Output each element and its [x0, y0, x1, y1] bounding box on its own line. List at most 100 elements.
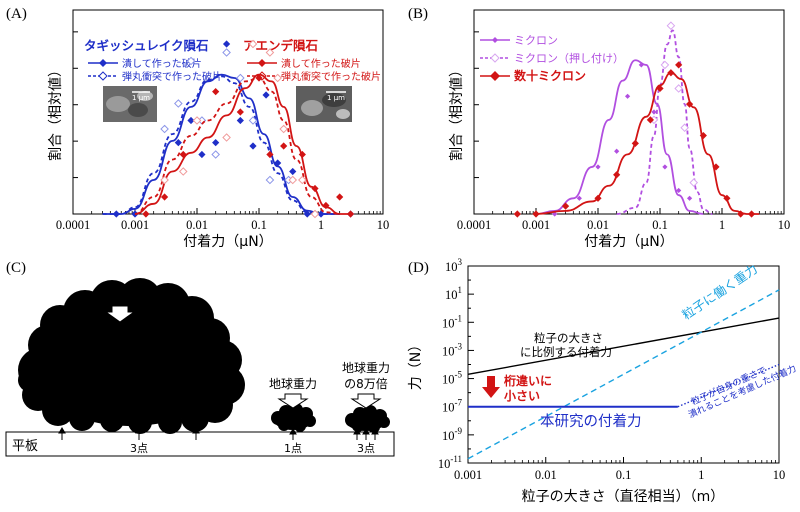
data-point: [212, 139, 220, 147]
data-point: [262, 91, 270, 99]
annotation-black-line-1: 粒子の大きさ: [534, 331, 603, 345]
data-point: [265, 175, 275, 185]
legend-marker-tagish-dashed: [98, 71, 108, 81]
legend-marker-micron-pressed: [490, 53, 500, 63]
data-point: [249, 142, 257, 150]
data-point: [211, 150, 220, 159]
panel-b-series: [513, 21, 760, 218]
annotation-this-study: 本研究の付着力: [540, 413, 642, 430]
data-point: [174, 139, 182, 147]
panel-b-y-label: 割合（相対値）: [448, 63, 465, 161]
data-point: [236, 116, 244, 125]
legend-marker-tagish-solid: [99, 59, 107, 67]
data-point: [737, 210, 745, 218]
data-point: [288, 175, 298, 185]
data-point: [274, 159, 282, 167]
series-line-2: [677, 363, 780, 408]
data-point: [614, 148, 620, 154]
panel-b-x-label: 付着力（μN）: [584, 234, 673, 250]
panel-b-plot-frame: [473, 9, 785, 215]
data-point: [179, 150, 187, 159]
plate: [5, 431, 395, 457]
data-point: [212, 88, 220, 96]
data-point: [631, 139, 639, 147]
panel-a-legend-tagish: タギッシュレイク隕石 潰して作った破片 弾丸衝突で作った破片: [84, 38, 222, 83]
annotation-red-arrow: [482, 376, 500, 398]
data-point: [676, 187, 682, 194]
data-point: [346, 210, 355, 218]
data-point: [651, 109, 657, 115]
legend-title-tagish: タギッシュレイク隕石: [84, 38, 209, 53]
data-point: [685, 100, 694, 108]
legend-entry-allende-solid: 潰して作った破片: [281, 57, 361, 70]
legend-entry-tagish-solid: 潰して作った破片: [122, 57, 202, 70]
data-point: [656, 84, 664, 93]
fit-curve-1: [102, 75, 340, 215]
panel-d: (D) 0.001 0.01 0.1 1 10 10310110-110-310-510…: [408, 257, 798, 505]
data-point: [160, 193, 169, 201]
contacts-label-large: 3点: [130, 442, 148, 455]
x-tick-label: 0.0001: [457, 218, 491, 232]
panel-a: (A) 0.0001 0.001 0.01 0.1 1 10 付着力（μN） 割合（相対値…: [6, 6, 389, 250]
data-point: [666, 21, 676, 30]
data-point: [198, 150, 206, 159]
gravity-label-strong-2: の8万倍: [344, 376, 388, 391]
x-tick-label: 0.01: [535, 468, 557, 482]
data-point: [248, 39, 258, 49]
data-point: [613, 171, 621, 179]
panel-c: (C) 平板 地球重力 3点 地球重力: [5, 260, 395, 457]
x-tick-label: 1: [698, 468, 704, 482]
legend-marker-allende-solid: [258, 59, 266, 67]
y-tick-label: 10-11: [438, 454, 462, 471]
x-tick-label: 0.0001: [56, 218, 90, 232]
panel-d-series: [467, 289, 780, 460]
panel-d-x-tick-labels: 0.001 0.01 0.1 1 10: [454, 468, 785, 482]
x-tick-label: 0.001: [522, 218, 550, 232]
fit-curve-1: [616, 29, 713, 215]
contact-arrows-large: [58, 427, 200, 440]
x-tick-label: 0.01: [186, 218, 208, 232]
legend-entry-allende-dashed: 弾丸衝突で作った破片: [281, 70, 381, 83]
panel-d-x-label: 粒子の大きさ（直径相当）（m）: [522, 488, 725, 505]
x-tick-label: 10: [377, 218, 390, 232]
scale-bar-label-tagish: 1 μm: [132, 94, 150, 102]
data-point: [187, 116, 195, 125]
data-point: [222, 48, 231, 57]
data-point: [712, 163, 720, 171]
data-point: [624, 93, 631, 99]
panel-b-x-tick-labels: 0.0001 0.001 0.01 0.1 1 10: [457, 218, 790, 232]
data-point: [310, 209, 320, 219]
data-point: [236, 108, 244, 116]
data-point: [594, 194, 602, 202]
fit-curve-0: [535, 59, 704, 215]
data-point: [186, 56, 196, 66]
fit-curve-3: [134, 77, 340, 215]
data-point: [561, 202, 570, 210]
panel-a-y-label: 割合（相対値）: [47, 63, 64, 161]
data-point: [680, 123, 689, 132]
data-point: [248, 116, 258, 125]
gravity-arrow-strong: [350, 393, 382, 409]
data-point: [674, 84, 683, 93]
fit-curve-2: [535, 71, 760, 215]
legend-title-allende: アエンデ隕石: [243, 38, 318, 53]
plate-label: 平板: [12, 439, 38, 454]
contacts-label-strong: 3点: [357, 442, 375, 455]
data-point: [178, 167, 188, 176]
panel-d-y-label: 力（N）: [408, 338, 424, 390]
data-point: [667, 69, 675, 77]
data-point: [689, 178, 699, 187]
legend-entry-tagish-dashed: 弾丸衝突で作った破片: [122, 70, 222, 83]
contact-arrows-strong: [353, 428, 379, 440]
legend-marker-micron: [492, 37, 498, 43]
sem-image-tagish: 1 μm: [103, 86, 157, 122]
gravity-arrow-large: [104, 305, 136, 323]
y-tick-label: 10-9: [442, 426, 462, 443]
contacts-label-small: 1点: [284, 442, 302, 455]
data-point: [747, 210, 756, 218]
panel-a-x-tick-labels: 0.0001 0.001 0.01 0.1 1 10: [56, 218, 389, 232]
annotation-arrow-1: 桁違いに: [504, 373, 552, 388]
data-point: [723, 194, 731, 202]
contact-arrow-small: [289, 428, 297, 440]
